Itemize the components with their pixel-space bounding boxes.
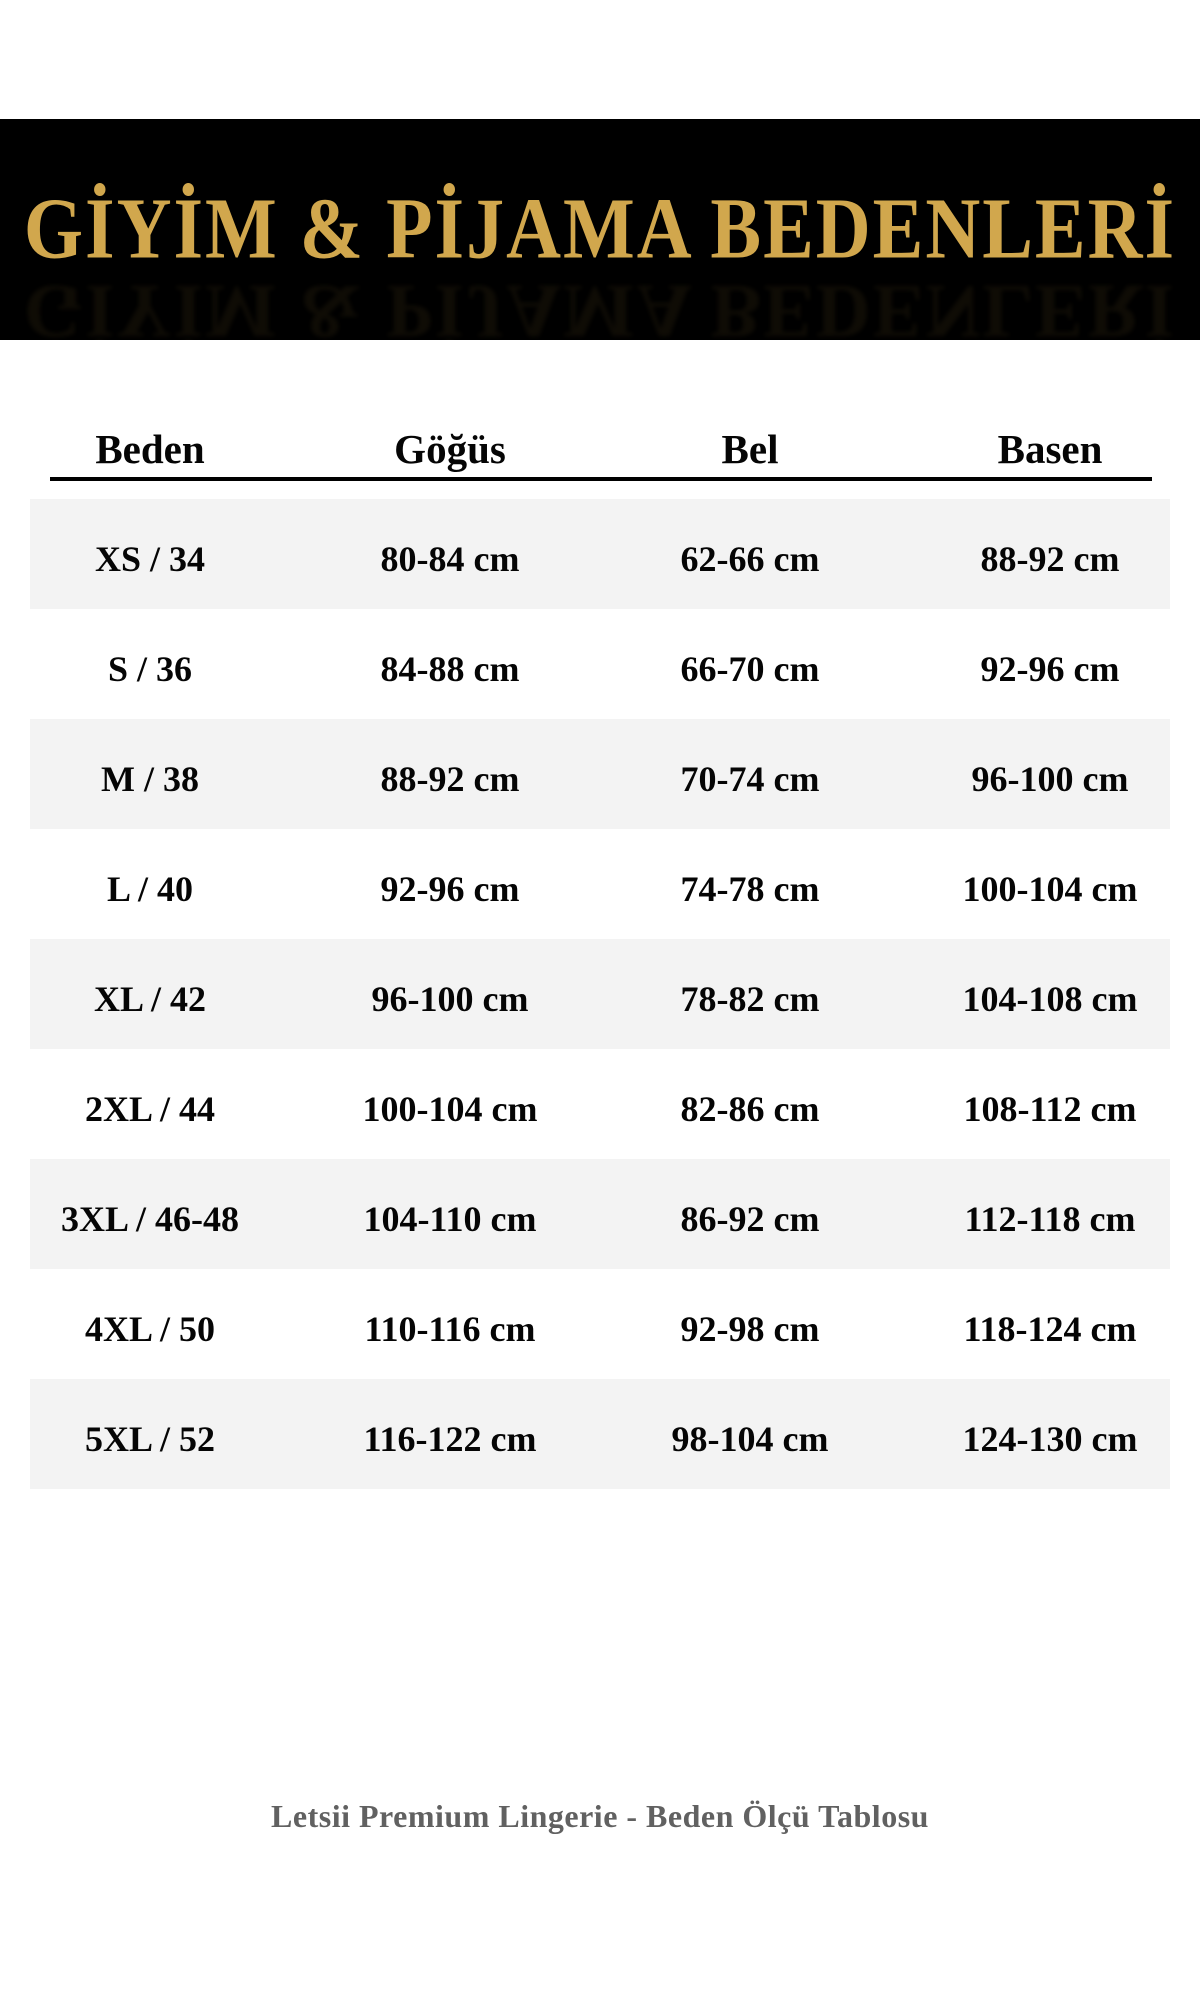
chest-value-cell: 92-96 cm: [380, 869, 520, 909]
chest-value-cell: 116-122 cm: [363, 1419, 537, 1459]
waist-value-cell: 86-92 cm: [680, 1199, 820, 1239]
hips-value-cell: 112-118 cm: [964, 1199, 1136, 1239]
waist-value-cell: 98-104 cm: [671, 1419, 829, 1459]
hips-value-cell: 118-124 cm: [963, 1309, 1137, 1349]
size-label-cell: XL / 42: [93, 979, 207, 1019]
table-row: 2XL / 44 100-104 cm 82-86 cm 108-112 cm: [0, 1049, 1200, 1159]
column-header-basen: Basen: [997, 425, 1103, 472]
size-label-cell: S / 36: [107, 649, 193, 689]
size-label-cell: XS / 34: [94, 539, 206, 579]
table-rows: XS / 34 80-84 cm 62-66 cm 88-92 cm S / 3…: [0, 499, 1200, 1489]
chest-value-cell: 100-104 cm: [362, 1089, 538, 1129]
hips-value-cell: 104-108 cm: [962, 979, 1138, 1019]
page-title: GİYİM & PİJAMA BEDENLERİ: [23, 180, 1177, 278]
hips-value-cell: 108-112 cm: [963, 1089, 1137, 1129]
waist-value-cell: 74-78 cm: [680, 869, 820, 909]
size-label-cell: 2XL / 44: [84, 1089, 216, 1129]
table-row: 4XL / 50 110-116 cm 92-98 cm 118-124 cm: [0, 1269, 1200, 1379]
table-row: XS / 34 80-84 cm 62-66 cm 88-92 cm: [0, 499, 1200, 609]
column-header-beden: Beden: [95, 425, 205, 472]
column-header-gogus: Göğüs: [394, 425, 506, 472]
header-banner: GİYİM & PİJAMA BEDENLERİ GİYİM & PİJAMA …: [0, 119, 1200, 340]
chest-value-cell: 110-116 cm: [364, 1309, 536, 1349]
waist-value-cell: 70-74 cm: [680, 759, 820, 799]
chest-value-cell: 96-100 cm: [371, 979, 529, 1019]
waist-value-cell: 82-86 cm: [680, 1089, 820, 1129]
hips-value-cell: 92-96 cm: [980, 649, 1120, 689]
waist-value-cell: 62-66 cm: [680, 539, 820, 579]
table-header-row: Beden Göğüs Bel Basen: [0, 420, 1200, 477]
page-title-reflection: GİYİM & PİJAMA BEDENLERİ: [23, 269, 1177, 340]
size-label-cell: 4XL / 50: [84, 1309, 216, 1349]
waist-value-cell: 66-70 cm: [680, 649, 820, 689]
size-label-cell: 3XL / 46-48: [60, 1199, 239, 1239]
chest-value-cell: 88-92 cm: [380, 759, 520, 799]
column-header-bel: Bel: [721, 425, 779, 472]
hips-value-cell: 88-92 cm: [980, 539, 1120, 579]
hips-value-cell: 96-100 cm: [971, 759, 1129, 799]
header-underline: [50, 477, 1152, 481]
waist-value-cell: 78-82 cm: [680, 979, 820, 1019]
size-label-cell: 5XL / 52: [84, 1419, 216, 1459]
chest-value-cell: 80-84 cm: [380, 539, 520, 579]
table-row: M / 38 88-92 cm 70-74 cm 96-100 cm: [0, 719, 1200, 829]
chest-value-cell: 104-110 cm: [363, 1199, 537, 1239]
table-row: L / 40 92-96 cm 74-78 cm 100-104 cm: [0, 829, 1200, 939]
table-row: 3XL / 46-48 104-110 cm 86-92 cm 112-118 …: [0, 1159, 1200, 1269]
table-row: S / 36 84-88 cm 66-70 cm 92-96 cm: [0, 609, 1200, 719]
footer-caption: Letsii Premium Lingerie - Beden Ölçü Tab…: [271, 1798, 929, 1834]
size-label-cell: L / 40: [106, 869, 194, 909]
table-row: 5XL / 52 116-122 cm 98-104 cm 124-130 cm: [0, 1379, 1200, 1489]
hips-value-cell: 100-104 cm: [962, 869, 1138, 909]
waist-value-cell: 92-98 cm: [680, 1309, 820, 1349]
table-row: XL / 42 96-100 cm 78-82 cm 104-108 cm: [0, 939, 1200, 1049]
chest-value-cell: 84-88 cm: [380, 649, 520, 689]
size-label-cell: M / 38: [101, 759, 199, 799]
hips-value-cell: 124-130 cm: [962, 1419, 1138, 1459]
